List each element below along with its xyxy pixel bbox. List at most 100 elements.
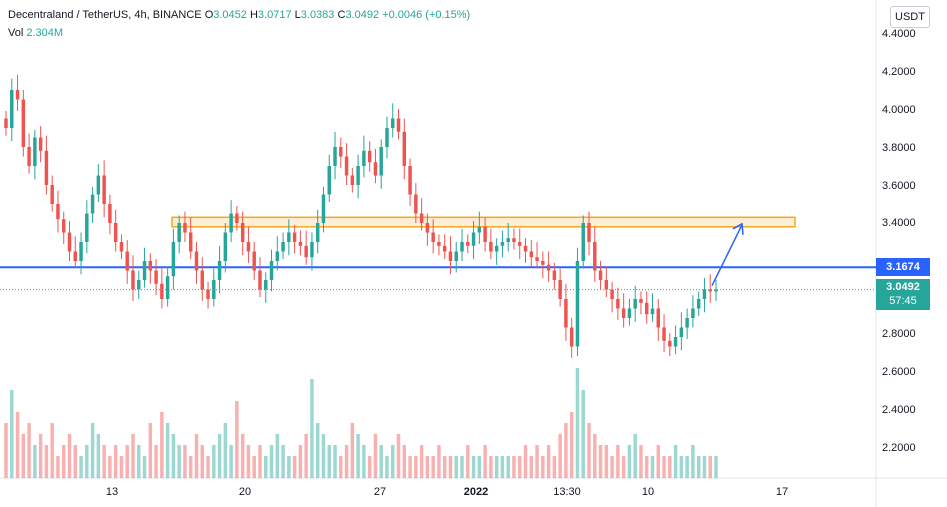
candle-body xyxy=(188,232,193,252)
volume-bar xyxy=(489,456,493,478)
close-value: 3.0492 xyxy=(345,9,380,21)
volume-bar xyxy=(650,456,655,478)
volume-bar xyxy=(240,434,245,478)
candle-body xyxy=(350,175,355,185)
last-price-tag: 3.0492 57:45 xyxy=(876,279,930,310)
candle-body xyxy=(379,147,383,176)
volume-bar xyxy=(125,445,129,478)
candle-body xyxy=(240,223,245,242)
candle-body xyxy=(408,166,412,195)
candle-body xyxy=(708,289,712,292)
volume-bar xyxy=(315,423,320,478)
candle-body xyxy=(564,299,568,328)
candle-body xyxy=(373,162,378,176)
volume-bar xyxy=(61,445,66,478)
candle-body xyxy=(27,147,31,166)
volume-bar xyxy=(633,434,637,478)
candle-body xyxy=(321,194,326,223)
candle-body xyxy=(333,147,337,166)
candle-body xyxy=(419,213,424,223)
volume-bar xyxy=(714,456,718,478)
candle-body xyxy=(137,280,141,290)
volume-bar xyxy=(321,434,326,478)
candle-body xyxy=(414,194,418,214)
volume-bar xyxy=(575,368,580,478)
volume-bar xyxy=(673,445,678,478)
candle-body xyxy=(541,261,545,265)
horizontal-line-price-tag: 3.1674 xyxy=(876,258,930,276)
volume-bar xyxy=(546,445,551,478)
candle-body xyxy=(489,242,493,252)
open-label: O xyxy=(204,9,214,21)
volume-bar xyxy=(391,445,395,478)
volume-bar xyxy=(73,445,77,478)
volume-bar xyxy=(373,434,378,478)
price-tick-label: 3.6000 xyxy=(882,180,916,192)
volume-bar xyxy=(350,423,355,478)
volume-bar xyxy=(310,379,314,478)
candle-body xyxy=(466,242,470,246)
volume-bar xyxy=(564,423,568,478)
candle-body xyxy=(535,257,539,261)
candle-body xyxy=(593,242,597,271)
volume-bar xyxy=(339,456,343,478)
candle-body xyxy=(552,270,557,280)
candle-body xyxy=(194,251,199,271)
candle-body xyxy=(356,166,360,185)
candle-body xyxy=(512,238,516,242)
candle-body xyxy=(269,261,274,280)
candle-body xyxy=(581,223,585,261)
volume-bar xyxy=(264,456,268,478)
projection-arrow-head xyxy=(732,222,744,235)
price-tick-label: 4.4000 xyxy=(882,28,916,40)
time-tick-label: 2022 xyxy=(463,486,489,498)
candle-body xyxy=(85,213,89,242)
candle-body xyxy=(183,223,187,233)
volume-bar xyxy=(27,423,31,478)
volume-bar xyxy=(477,456,482,478)
candle-body xyxy=(108,204,112,223)
candle-body xyxy=(246,242,251,252)
candle-body xyxy=(148,261,153,271)
volume-bar xyxy=(604,445,609,478)
candle-body xyxy=(310,242,314,258)
candle-body xyxy=(685,318,689,328)
candle-body xyxy=(154,270,158,284)
candle-body xyxy=(500,242,505,246)
volume-bar xyxy=(494,456,499,478)
volume-bar xyxy=(356,434,360,478)
volume-bar xyxy=(645,456,649,478)
candle-body xyxy=(131,270,135,290)
candle-body xyxy=(518,242,522,246)
candle-body xyxy=(621,308,626,318)
candle-body xyxy=(67,232,72,252)
candle-body xyxy=(396,118,401,132)
volume-bar xyxy=(442,456,447,478)
price-tick-label: 3.4000 xyxy=(882,217,916,229)
volume-label: Vol xyxy=(8,27,24,39)
candle-body xyxy=(258,270,262,290)
horizontal-line-price: 3.1674 xyxy=(886,261,920,273)
volume-bar xyxy=(67,434,72,478)
volume-bar xyxy=(85,445,89,478)
low-label: L xyxy=(294,9,301,21)
volume-bar xyxy=(137,445,141,478)
candle-body xyxy=(656,308,661,328)
candle-body xyxy=(587,223,591,242)
candle-body xyxy=(287,232,291,242)
candle-body xyxy=(442,245,447,252)
candle-body xyxy=(315,223,320,242)
currency-button[interactable]: USDT xyxy=(890,6,930,28)
open-value: 3.0452 xyxy=(213,9,247,21)
candle-body xyxy=(494,245,499,252)
volume-bar xyxy=(668,456,672,478)
volume-bar xyxy=(183,445,187,478)
candle-body xyxy=(575,261,580,347)
candle-body xyxy=(610,289,614,299)
candle-body xyxy=(673,337,678,347)
candle-body xyxy=(702,289,707,299)
time-tick-label: 10 xyxy=(641,486,655,498)
volume-bar xyxy=(466,445,470,478)
candle-body xyxy=(529,251,534,258)
